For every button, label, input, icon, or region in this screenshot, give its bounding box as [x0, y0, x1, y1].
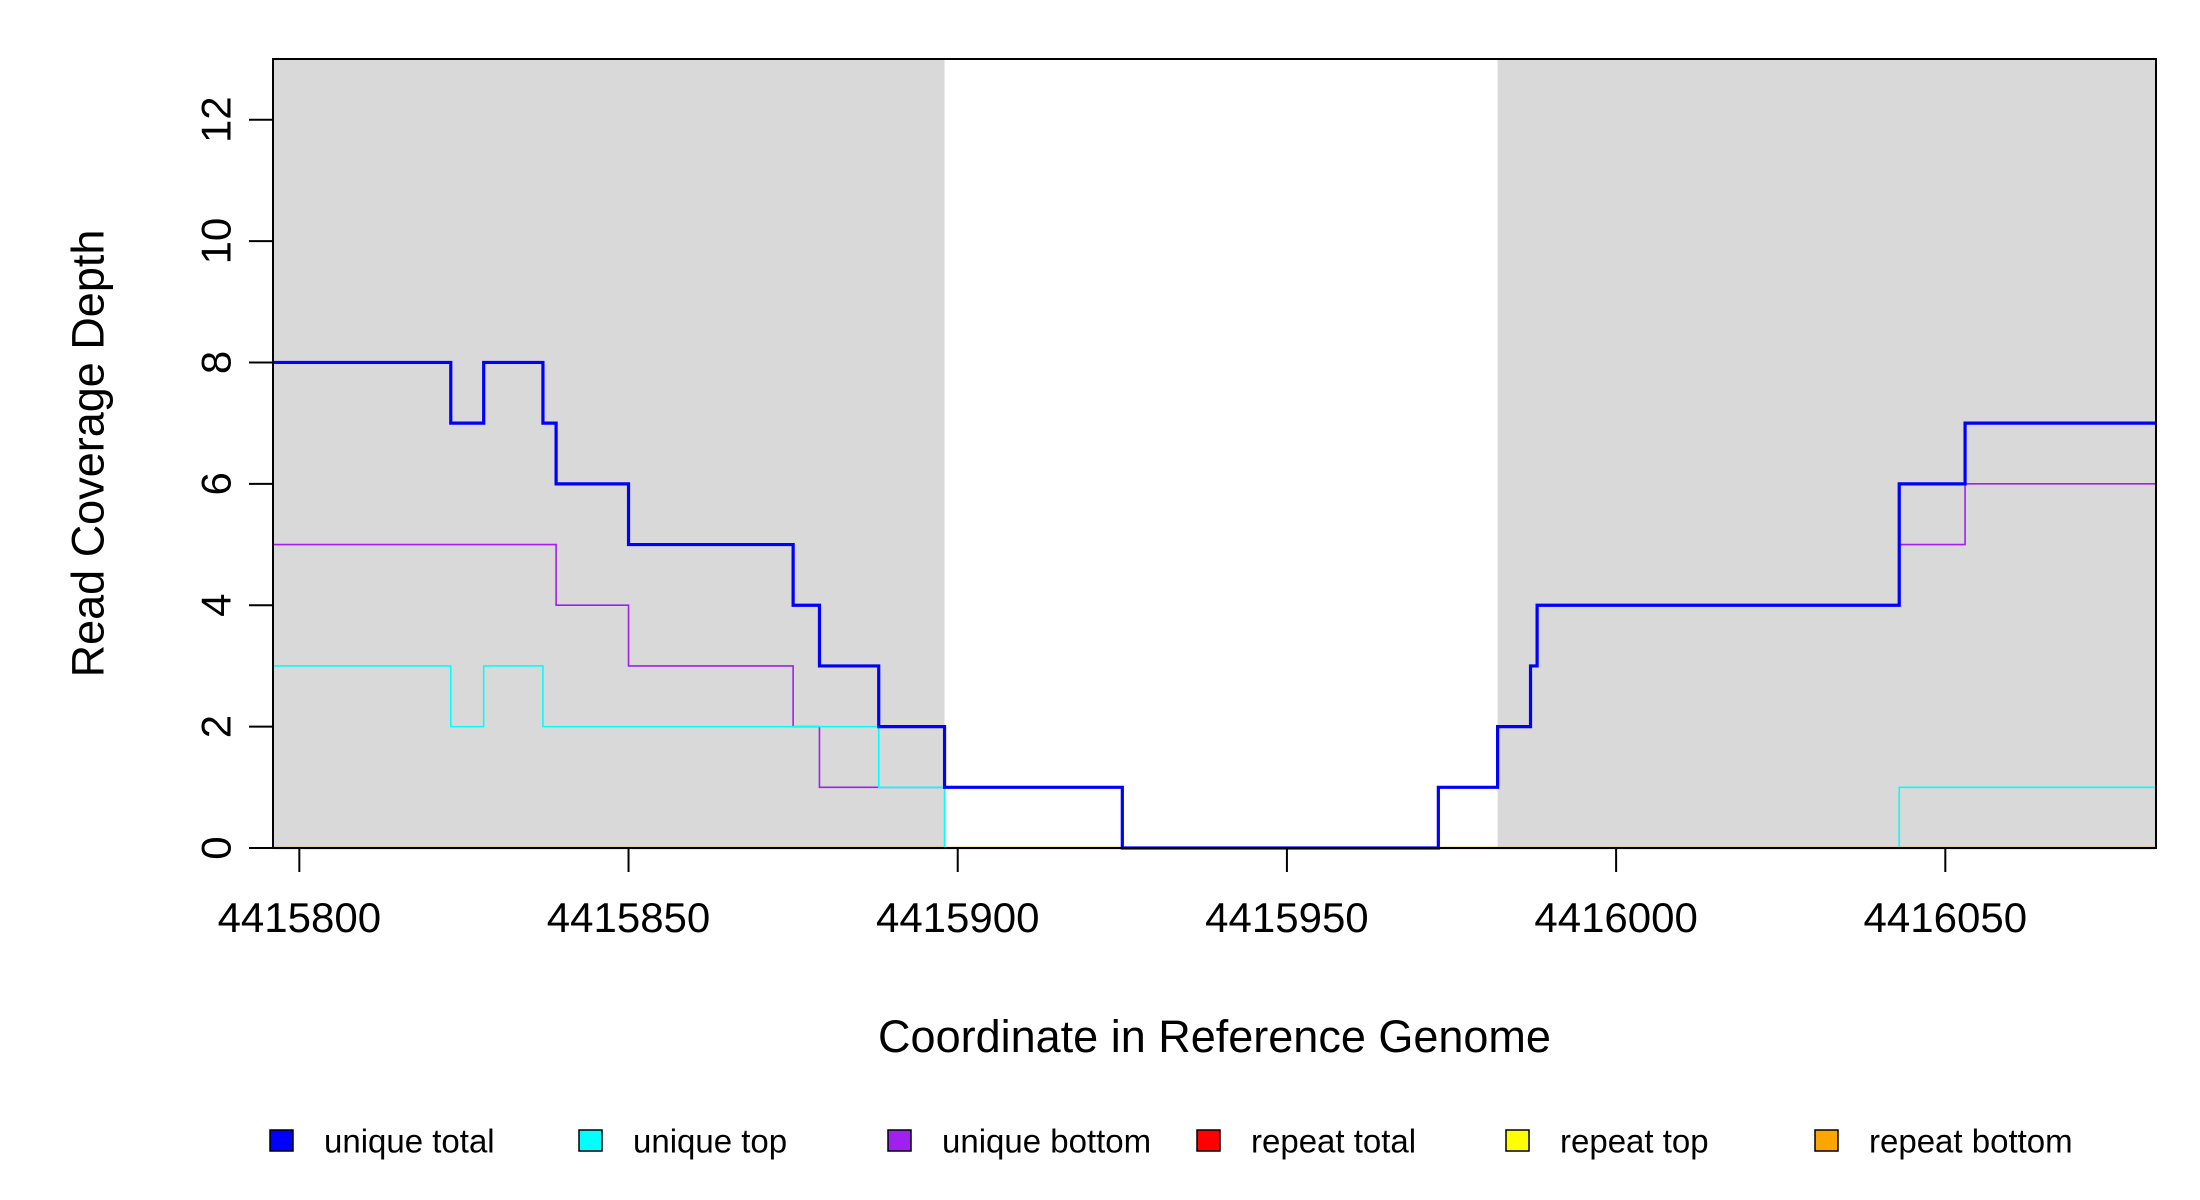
y-tick-label: 8 — [193, 351, 240, 374]
x-tick-label: 4415950 — [1205, 894, 1369, 941]
y-tick-label: 4 — [193, 594, 240, 617]
x-tick-label: 4416050 — [1864, 894, 2028, 941]
y-tick-label: 2 — [193, 715, 240, 738]
legend-item-repeat-total: repeat total — [1196, 1123, 1416, 1160]
legend-label: repeat total — [1251, 1123, 1416, 1160]
legend-label: repeat bottom — [1869, 1123, 2073, 1160]
legend-swatch — [1196, 1129, 1221, 1152]
legend-label: repeat top — [1560, 1123, 1709, 1160]
legend-swatch — [1505, 1129, 1530, 1152]
y-tick-label: 12 — [193, 96, 240, 143]
y-tick-label: 6 — [193, 472, 240, 495]
x-tick-label: 4415900 — [876, 894, 1040, 941]
y-tick-label: 10 — [193, 218, 240, 265]
y-tick-label: 0 — [193, 836, 240, 859]
legend-swatch — [578, 1129, 603, 1152]
x-tick-label: 4416000 — [1534, 894, 1698, 941]
legend-swatch — [887, 1129, 912, 1152]
x-tick-label: 4415850 — [547, 894, 711, 941]
legend-item-repeat-top: repeat top — [1505, 1123, 1709, 1160]
legend-item-unique-bottom: unique bottom — [887, 1123, 1151, 1160]
x-axis-title: Coordinate in Reference Genome — [878, 1011, 1551, 1062]
y-axis-title: Read Coverage Depth — [63, 230, 114, 678]
shaded-region-1 — [1497, 59, 2156, 848]
legend-label: unique bottom — [942, 1123, 1151, 1160]
series-line-unique-total — [273, 360, 2156, 850]
legend-item-unique-top: unique top — [578, 1123, 787, 1160]
legend-item-repeat-bottom: repeat bottom — [1814, 1123, 2073, 1160]
legend-label: unique top — [633, 1123, 787, 1160]
legend-swatch — [269, 1129, 294, 1152]
x-tick-label: 4415800 — [218, 894, 382, 941]
shaded-region-0 — [273, 59, 945, 848]
shaded-regions — [273, 59, 2156, 848]
x-axis: 4415800 4415850 4415900 4415950 4416000 44160… — [218, 847, 2028, 941]
legend-label: unique total — [324, 1123, 495, 1160]
legend-item-unique-total: unique total — [269, 1123, 495, 1160]
y-axis: 0 2 4 6 8 10 12 — [193, 96, 274, 860]
legend: unique total unique top unique bottom repea… — [269, 1123, 2073, 1160]
legend-swatch — [1814, 1129, 1839, 1152]
